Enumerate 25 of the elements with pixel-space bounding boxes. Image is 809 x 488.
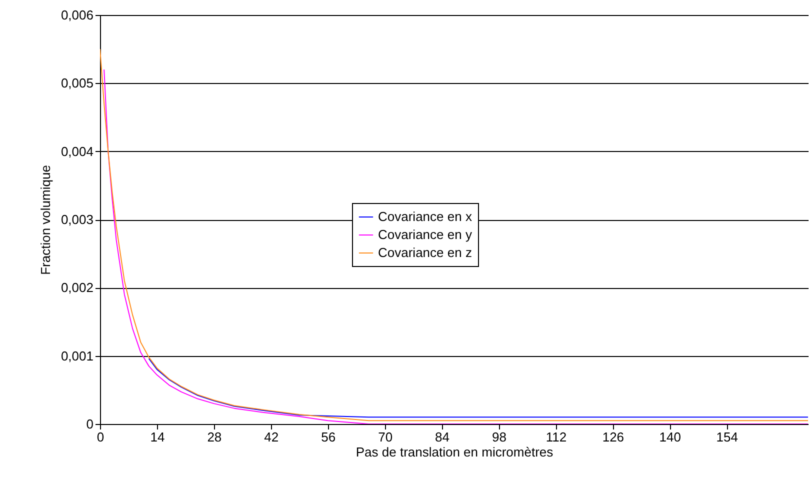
x-tick-label: 98	[492, 430, 506, 444]
y-tick-label: 0,005	[60, 76, 94, 91]
x-tick-label: 112	[546, 430, 567, 444]
line-series	[148, 358, 808, 418]
x-axis-title: Pas de translation en micromètres	[356, 444, 554, 460]
y-tick-label: 0,002	[60, 280, 94, 296]
x-tick-label: 84	[435, 430, 450, 444]
x-tick-label: 14	[150, 430, 165, 444]
legend-label: Covariance en y	[378, 227, 472, 242]
x-tick-label: 28	[207, 430, 222, 444]
y-tick-label: 0,003	[60, 212, 94, 227]
x-tick-label: 154	[716, 430, 738, 444]
x-tick-label: 56	[321, 430, 336, 444]
x-tick-label: 140	[659, 430, 682, 444]
y-tick-label: 0	[86, 416, 94, 432]
x-tick-label: 70	[378, 430, 393, 444]
y-tick-label: 0,006	[60, 8, 94, 22]
y-tick-label: 0,004	[60, 144, 94, 159]
y-tick-label: 0,001	[60, 348, 94, 364]
legend-label: Covariance en x	[378, 209, 472, 224]
legend-label: Covariance en z	[378, 245, 472, 260]
x-tick-label: 126	[602, 430, 624, 444]
x-tick-label: 0	[96, 430, 104, 444]
y-axis-title: Fraction volumique	[38, 165, 53, 275]
x-tick-label: 42	[264, 430, 279, 444]
